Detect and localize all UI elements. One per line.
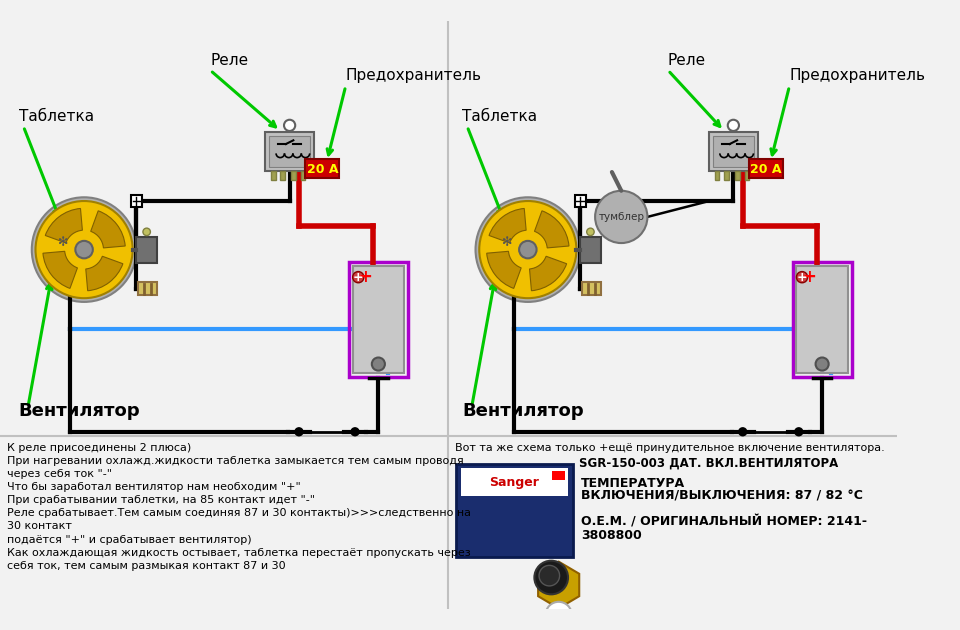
Bar (265, 132, 314, 171)
Circle shape (519, 241, 537, 258)
Text: ✻: ✻ (57, 236, 67, 249)
Circle shape (535, 561, 568, 594)
Circle shape (728, 120, 739, 131)
Circle shape (738, 427, 748, 437)
Text: Как охлаждающая жидкость остывает, таблетка перестаёт пропускать через: Как охлаждающая жидкость остывает, табле… (8, 547, 471, 558)
Wedge shape (85, 256, 123, 290)
Text: Вот та же схема только +ещё принудительное включение вентилятора.: Вот та же схема только +ещё принудительн… (455, 443, 885, 453)
Text: себя ток, тем самым размыкая контакт 87 и 30: себя ток, тем самым размыкая контакт 87 … (8, 561, 286, 571)
Wedge shape (489, 209, 526, 243)
Circle shape (545, 602, 572, 628)
Bar (352, 266, 404, 374)
Wedge shape (91, 211, 125, 248)
Text: SGR-150-003 ДАТ. ВКЛ.ВЕНТИЛЯТОРА: SGR-150-003 ДАТ. ВКЛ.ВЕНТИЛЯТОРА (579, 456, 838, 469)
Bar (749, 159, 783, 178)
Circle shape (32, 197, 136, 302)
Wedge shape (487, 251, 521, 289)
Text: Реле срабатывает.Тем самым соединяя 87 и 30 контакты)>>>следственно на: Реле срабатывает.Тем самым соединяя 87 и… (8, 508, 471, 518)
Text: ТЕМПЕРАТУРА: ТЕМПЕРАТУРА (581, 477, 685, 490)
Bar (745, 171, 749, 180)
Text: 30 контакт: 30 контакт (8, 522, 72, 532)
Text: Таблетка: Таблетка (463, 109, 538, 123)
Bar (348, 262, 408, 377)
Circle shape (816, 357, 828, 370)
Text: 20 А: 20 А (751, 163, 781, 176)
Text: При срабатывании таблетки, на 85 контакт идет "-": При срабатывании таблетки, на 85 контакт… (8, 495, 316, 505)
Text: ВКЛЮЧЕНИЯ/ВЫКЛЮЧЕНИЯ: 87 / 82 °С: ВКЛЮЧЕНИЯ/ВЫКЛЮЧЕНИЯ: 87 / 82 °С (581, 490, 863, 503)
Bar (797, 266, 848, 374)
Bar (280, 171, 285, 180)
Text: ✻: ✻ (501, 236, 512, 249)
Bar (714, 171, 719, 180)
Bar (138, 282, 156, 295)
Text: Реле: Реле (668, 53, 707, 67)
Text: через себя ток "-": через себя ток "-" (8, 469, 112, 479)
Bar (735, 171, 740, 180)
Circle shape (797, 272, 807, 283)
Text: О.Е.М. / ОРИГИНАЛЬНЫЙ НОМЕР: 2141-: О.Е.М. / ОРИГИНАЛЬНЫЙ НОМЕР: 2141- (581, 516, 867, 529)
Circle shape (284, 120, 296, 131)
Bar (305, 159, 339, 178)
Wedge shape (45, 209, 83, 243)
Bar (292, 171, 296, 180)
Wedge shape (530, 256, 566, 290)
Bar (580, 236, 601, 263)
Text: Вентилятор: Вентилятор (18, 402, 140, 420)
Text: Предохранитель: Предохранитель (346, 67, 482, 83)
Text: 20 А: 20 А (306, 163, 338, 176)
Text: Что бы заработал вентилятор нам необходим "+": Что бы заработал вентилятор нам необходи… (8, 482, 301, 492)
Text: +: + (353, 271, 364, 284)
Polygon shape (539, 561, 579, 609)
Bar (574, 195, 586, 207)
Text: К реле присоединены 2 плюса): К реле присоединены 2 плюса) (8, 443, 192, 453)
Text: подаётся "+" и срабатывает вентилятор): подаётся "+" и срабатывает вентилятор) (8, 534, 252, 544)
Bar (709, 132, 757, 171)
Circle shape (372, 357, 385, 370)
Circle shape (475, 197, 580, 302)
Text: 3808800: 3808800 (581, 529, 642, 542)
Bar (136, 236, 156, 263)
Bar (713, 135, 754, 168)
Circle shape (75, 241, 93, 258)
Wedge shape (535, 211, 569, 248)
Text: Sanger: Sanger (490, 476, 540, 489)
Wedge shape (43, 251, 78, 289)
Bar (793, 262, 852, 377)
Circle shape (794, 427, 804, 437)
Text: +: + (797, 271, 807, 284)
Circle shape (595, 191, 647, 243)
Bar (269, 135, 310, 168)
Bar (461, 468, 568, 496)
Text: +: + (802, 268, 816, 286)
Circle shape (350, 427, 360, 437)
Circle shape (143, 228, 151, 236)
Bar (456, 464, 573, 557)
Text: тумблер: тумблер (598, 212, 644, 222)
Bar (724, 171, 729, 180)
Circle shape (352, 272, 364, 283)
Circle shape (587, 228, 594, 236)
Text: Вентилятор: Вентилятор (463, 402, 584, 420)
Text: +: + (358, 268, 372, 286)
Text: Предохранитель: Предохранитель (789, 67, 925, 83)
Circle shape (479, 201, 576, 298)
Bar (582, 282, 601, 295)
Text: При нагревании охлажд.жидкости таблетка замыкается тем самым проводя: При нагревании охлажд.жидкости таблетка … (8, 456, 465, 466)
Circle shape (540, 565, 560, 586)
Circle shape (36, 201, 132, 298)
Text: Реле: Реле (210, 53, 249, 67)
Bar (552, 471, 565, 480)
Text: Таблетка: Таблетка (18, 109, 94, 123)
Bar (271, 171, 276, 180)
Bar (300, 171, 305, 180)
Circle shape (295, 427, 303, 437)
Bar (131, 195, 142, 207)
